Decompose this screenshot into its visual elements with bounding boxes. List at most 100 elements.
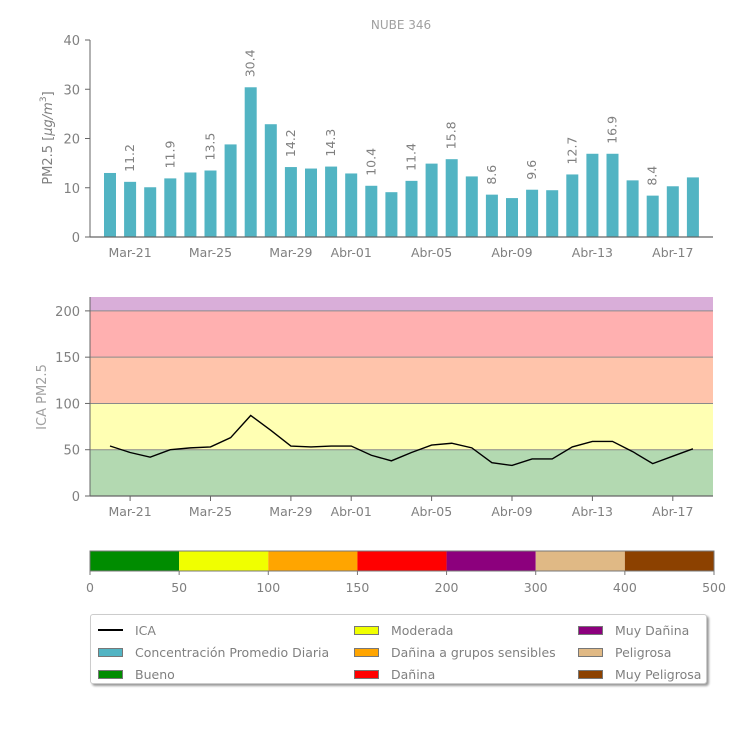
bar <box>385 192 398 237</box>
y-tick-label: 30 <box>63 83 80 98</box>
bar <box>204 170 217 237</box>
legend-item-danina[interactable]: Dañina <box>349 663 556 685</box>
ica-line-chart: 0 50 100 150 200 Mar-21 Mar-25 Mar-29 Abr-01 Abr… <box>35 297 713 519</box>
legend-label: ICA <box>135 622 156 638</box>
legend-item-muy-danina[interactable]: Muy Dañina <box>573 619 701 641</box>
bar-data-labels: 11.2 11.9 13.5 30.4 14.2 14.3 10.4 11.4 15.8 8.6 9… <box>122 49 660 185</box>
legend: ICA Concentración Promedio Diaria Bueno … <box>90 614 707 684</box>
bar <box>264 124 277 237</box>
legend-column-1: ICA Concentración Promedio Diaria Bueno <box>93 619 329 685</box>
y-tick-label: 100 <box>55 397 80 412</box>
y-tick-label: 0 <box>72 231 80 246</box>
line-icon <box>98 629 123 631</box>
bar-data-label: 8.4 <box>645 166 660 186</box>
ica-x-axis: Mar-21 Mar-25 Mar-29 Abr-01 Abr-05 Abr-09 Abr-… <box>90 495 713 519</box>
legend-label: Bueno <box>135 666 175 682</box>
x-tick-label: Abr-17 <box>652 504 693 519</box>
x-tick-label: Mar-29 <box>269 504 312 519</box>
bar-data-label: 14.2 <box>283 129 298 157</box>
legend-label: Concentración Promedio Diaria <box>135 644 330 660</box>
bar <box>124 181 137 237</box>
ica-bands <box>90 297 713 496</box>
bar <box>546 190 559 237</box>
x-tick-label: Abr-13 <box>572 504 613 519</box>
legend-label: Dañina <box>391 666 436 682</box>
colorbar-segment <box>90 551 180 571</box>
colorbar-segment <box>268 551 358 571</box>
bar <box>144 187 157 237</box>
legend-item-bueno[interactable]: Bueno <box>93 663 329 685</box>
bar <box>104 172 116 237</box>
colorbar-segment <box>535 551 625 571</box>
legend-item-danina-grupos[interactable]: Dañina a grupos sensibles <box>349 641 556 663</box>
x-tick-label: Mar-21 <box>108 245 151 260</box>
bar-data-label: 14.3 <box>323 129 338 157</box>
x-tick-label: Abr-17 <box>652 245 693 260</box>
bar-x-axis: Mar-21 Mar-25 Mar-29 Abr-01 Abr-05 Abr-09 Abr-… <box>90 236 713 260</box>
y-tick-label: 50 <box>63 444 80 459</box>
bar-data-label: 11.4 <box>404 143 419 171</box>
bar <box>646 195 659 237</box>
bar <box>305 168 317 237</box>
bar <box>164 178 177 237</box>
legend-label: Muy Peligrosa <box>615 666 702 682</box>
legend-item-concentracion[interactable]: Concentración Promedio Diaria <box>93 641 329 663</box>
ica-y-axis-title: ICA PM2.5 <box>35 364 50 430</box>
bar <box>506 198 518 237</box>
bar <box>445 159 458 237</box>
x-tick-label: Abr-05 <box>411 245 452 260</box>
swatch-icon <box>578 669 603 679</box>
bar <box>405 180 418 237</box>
bar-data-label: 30.4 <box>243 49 258 77</box>
colorbar-segment <box>446 551 536 571</box>
swatch-icon <box>98 647 123 657</box>
y-tick-label: 150 <box>55 351 80 366</box>
x-tick-label: Abr-09 <box>491 245 532 260</box>
x-tick-label: Abr-09 <box>491 504 532 519</box>
colorbar-tick-label: 150 <box>345 580 369 595</box>
legend-item-moderada[interactable]: Moderada <box>349 619 556 641</box>
y-tick-label: 200 <box>55 305 80 320</box>
x-tick-label: Abr-05 <box>411 504 452 519</box>
ica-band <box>90 449 713 496</box>
bar <box>666 186 679 237</box>
bar-data-label: 8.6 <box>484 165 499 185</box>
bar <box>465 176 478 237</box>
bar <box>184 172 197 237</box>
y-tick-label: 0 <box>72 490 80 505</box>
swatch-icon <box>354 647 379 657</box>
legend-item-peligrosa[interactable]: Peligrosa <box>573 641 701 663</box>
bar <box>626 180 639 237</box>
colorbar-tick-label: 500 <box>702 580 726 595</box>
ica-colorbar: 0 50 100 150 200 300 400 500 <box>86 550 726 595</box>
bar-y-axis-title: PM2.5 [μg/m3] <box>39 91 56 184</box>
x-tick-label: Abr-13 <box>572 245 613 260</box>
bar <box>586 153 599 237</box>
bar-data-label: 13.5 <box>203 133 218 161</box>
legend-label: Dañina a grupos sensibles <box>391 644 556 660</box>
ica-line <box>109 414 694 467</box>
bars-group <box>104 87 699 237</box>
bar <box>566 174 579 237</box>
y-tick-label: 10 <box>63 182 80 197</box>
x-tick-label: Mar-29 <box>269 245 312 260</box>
legend-item-ica[interactable]: ICA <box>93 619 329 641</box>
legend-item-muy-peligrosa[interactable]: Muy Peligrosa <box>573 663 701 685</box>
ylabel-unit-sup: 3 <box>39 96 49 102</box>
colorbar-segment <box>357 551 447 571</box>
bar <box>345 173 358 237</box>
bar-data-label: 9.6 <box>524 160 539 180</box>
colorbar-tick-label: 200 <box>435 580 459 595</box>
bar <box>526 189 539 237</box>
bar <box>485 194 498 237</box>
legend-label: Muy Dañina <box>615 622 690 638</box>
ica-band <box>90 403 713 450</box>
bar-y-axis: 0 10 20 30 40 <box>63 34 91 246</box>
colorbar-border <box>89 550 715 572</box>
bar-data-label: 10.4 <box>363 148 378 176</box>
ylabel-suffix: ] <box>41 91 56 96</box>
y-tick-label: 40 <box>63 34 80 49</box>
x-tick-label: Abr-01 <box>331 504 372 519</box>
